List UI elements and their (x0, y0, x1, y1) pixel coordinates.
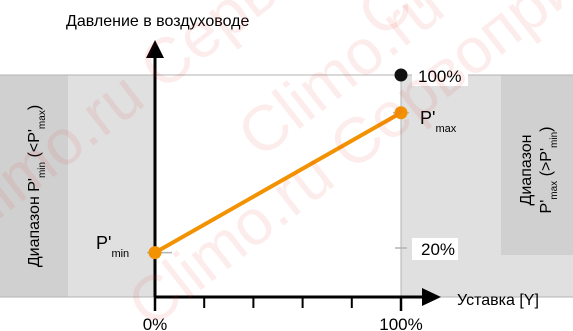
y-tick-label-20: 20% (421, 240, 455, 259)
right-range-expr: P'max (>P'min) (538, 127, 560, 214)
y-axis-title: Давление в воздуховоде (66, 13, 249, 30)
series-line-0 (153, 110, 403, 255)
x-tick-label-0: 0% (143, 315, 168, 331)
left-range-label-box (0, 75, 68, 297)
point-label-pmin: P'min (96, 233, 129, 260)
series-point-0-0 (148, 246, 162, 260)
right-range-word: Диапазон (518, 135, 535, 206)
y-tick-20-bg (412, 238, 458, 260)
y-tick-100-bg (412, 64, 468, 86)
y-tick-label-100: 100% (418, 67, 461, 86)
left-range-text: Диапазон P'min (<P'max) (26, 105, 48, 267)
left-range-label: Диапазон P'min (<P'max) (26, 105, 48, 267)
x-axis-title: Уставка [Y] (457, 292, 539, 309)
x-tick-label-100: 100% (379, 315, 422, 331)
reference-point-100 (394, 68, 408, 82)
plot-area (155, 75, 401, 297)
x-axis-arrowhead (422, 288, 441, 306)
y-axis-arrowhead (146, 40, 164, 58)
series-point-0-1 (394, 106, 408, 120)
point-label-pmax: P'max (420, 108, 457, 135)
right-range-label-box (501, 75, 573, 255)
